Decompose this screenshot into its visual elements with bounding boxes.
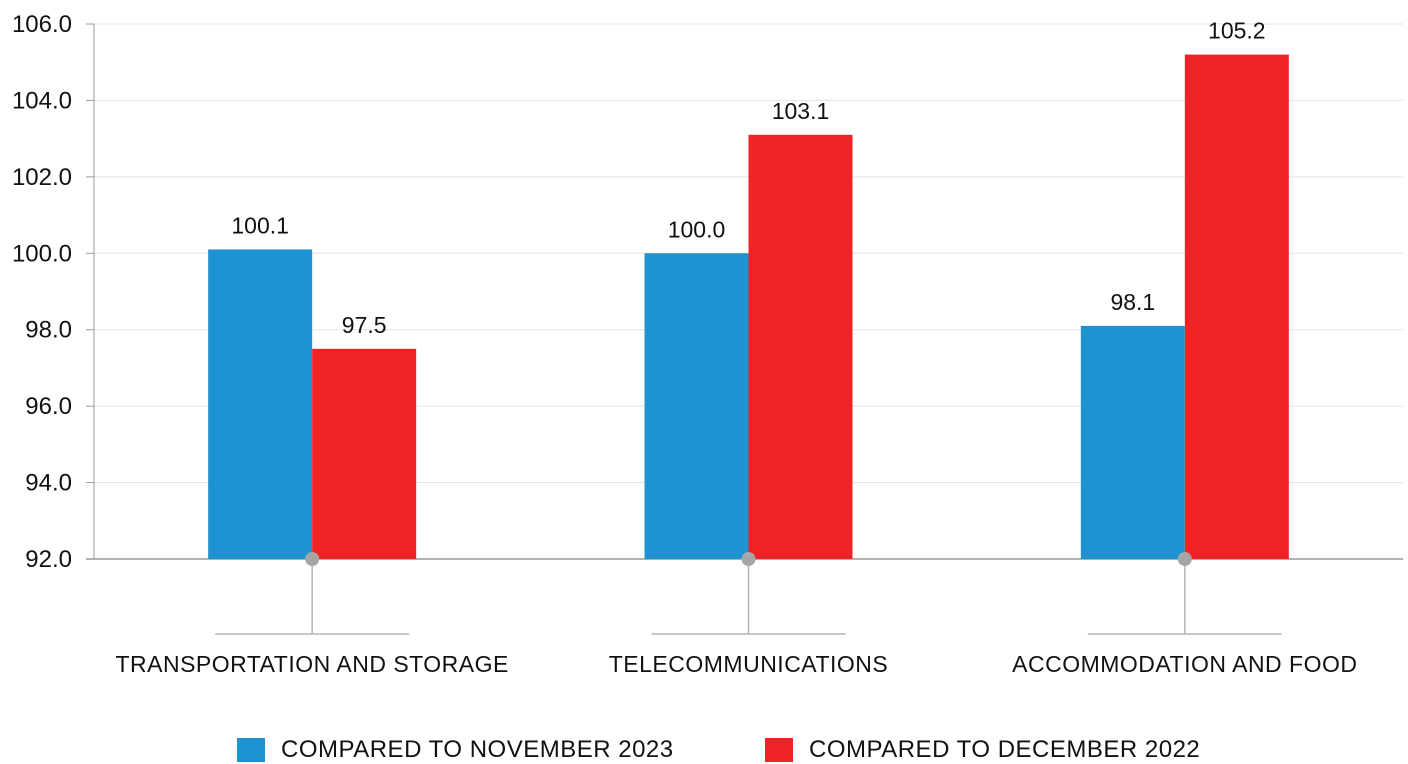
legend-item-december-2022: COMPARED TO DECEMBER 2022: [765, 736, 1200, 764]
data-label: 100.1: [231, 212, 289, 238]
bar: [644, 253, 749, 560]
x-tick-label: TELECOMMUNICATIONS: [609, 651, 888, 677]
legend-label-november-2023: COMPARED TO NOVEMBER 2023: [281, 736, 674, 763]
bar: [312, 348, 417, 559]
y-tick-label: 92.0: [25, 546, 72, 573]
data-label: 98.1: [1110, 289, 1155, 315]
legend-label-december-2022: COMPARED TO DECEMBER 2022: [809, 736, 1201, 763]
y-tick-label: 106.0: [12, 11, 72, 38]
y-tick-label: 98.0: [25, 317, 72, 344]
legend-swatch-december-2022: [765, 738, 793, 762]
legend-item-november-2023: COMPARED TO NOVEMBER 2023: [237, 736, 674, 764]
y-tick-label: 100.0: [12, 240, 72, 267]
bar: [1080, 325, 1185, 559]
category-marker-dot: [305, 552, 320, 566]
data-label: 97.5: [342, 312, 387, 338]
data-label: 100.0: [668, 216, 726, 242]
bar: [208, 249, 313, 559]
x-tick-label: TRANSPORTATION AND STORAGE: [115, 651, 508, 677]
bar-chart: 92.0 94.0 96.0 98.0 100.0 102.0 104.0 106.0 100.…: [12, 11, 1403, 677]
y-tick-label: 94.0: [25, 470, 72, 497]
bar: [748, 134, 853, 560]
x-tick-label: ACCOMMODATION AND FOOD: [1012, 651, 1357, 677]
category-marker-dot: [1177, 552, 1192, 566]
bar: [1184, 54, 1289, 559]
legend-swatch-november-2023: [237, 738, 265, 762]
category-marker-dot: [741, 552, 756, 566]
data-label: 103.1: [772, 98, 830, 124]
y-tick-label: 102.0: [12, 164, 72, 191]
y-tick-label: 104.0: [12, 87, 72, 114]
y-tick-label: 96.0: [25, 393, 72, 420]
data-label: 105.2: [1208, 18, 1266, 44]
